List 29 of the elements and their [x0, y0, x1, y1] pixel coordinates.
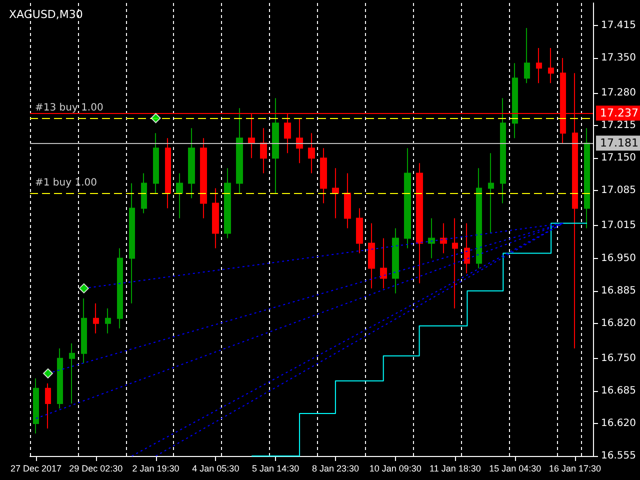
x-tick-label: 5 Jan 14:30 — [252, 464, 300, 474]
y-tick-label: 17.015 — [601, 220, 636, 232]
x-tick-label: 11 Jan 18:30 — [430, 464, 481, 474]
x-tick-label: 29 Dec 02:30 — [69, 464, 123, 474]
x-tick-label: 15 Jan 04:30 — [489, 464, 542, 474]
y-tick-label: 16.950 — [601, 252, 636, 264]
ref-line-label: #13 buy 1.00 — [35, 102, 104, 114]
x-tick-label: 10 Jan 09:30 — [369, 464, 422, 474]
y-tick-label: 16.820 — [601, 318, 636, 329]
y-tick-label: 16.555 — [601, 450, 636, 462]
ref-line-label: 17.181 — [600, 136, 638, 150]
y-tick-label: 16.620 — [601, 418, 636, 429]
y-tick-label: 16.685 — [601, 385, 636, 396]
ref-line-label: #1 buy 1.00 — [35, 178, 97, 189]
y-tick-label: 17.350 — [601, 52, 636, 64]
y-tick-label: 16.750 — [601, 352, 636, 364]
y-tick-label: 17.215 — [601, 120, 636, 132]
y-tick-label: 17.150 — [601, 152, 636, 164]
y-tick-label: 17.415 — [601, 20, 636, 32]
x-tick-label: 2 Jan 19:30 — [132, 464, 180, 474]
text: XAGUSD,M30 — [9, 8, 83, 21]
ref-line-label: 17.237 — [600, 106, 638, 120]
y-tick-label: 16.885 — [601, 285, 636, 296]
x-tick-label: 4 Jan 05:30 — [192, 464, 240, 474]
y-tick-label: 17.085 — [601, 185, 636, 196]
y-tick-label: 17.280 — [601, 88, 636, 99]
x-tick-label: 27 Dec 2017 — [10, 464, 62, 474]
x-tick-label: 8 Jan 23:30 — [312, 464, 359, 474]
x-tick-label: 16 Jan 17:30 — [549, 464, 602, 474]
